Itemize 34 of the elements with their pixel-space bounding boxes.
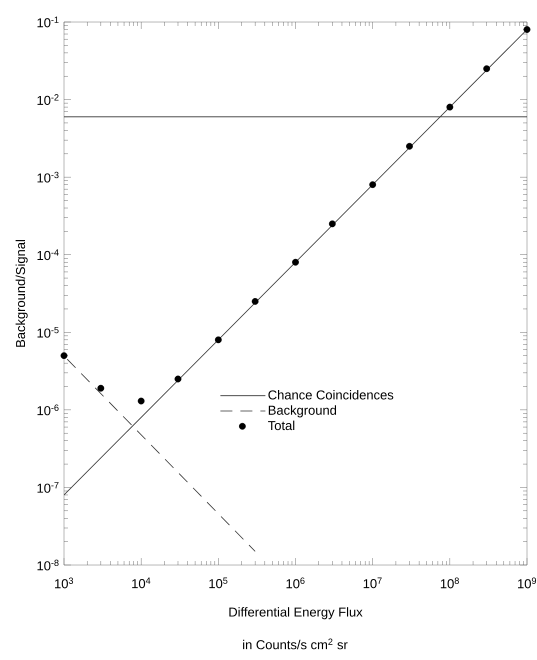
point — [483, 65, 490, 72]
y-tick-label: 10$^{-5}$ — [38, 326, 59, 338]
legend-label: Background — [268, 405, 336, 418]
point — [252, 298, 259, 305]
point — [174, 376, 182, 382]
point — [292, 258, 299, 266]
point — [97, 384, 104, 392]
x-tick-label: 10$^{7}$ — [364, 578, 382, 588]
point — [524, 26, 530, 33]
point — [406, 142, 413, 150]
x-tick-label: 10$^{5}$ — [209, 578, 228, 588]
point — [446, 104, 454, 110]
x-axis-title: Differential Energy Flux — [229, 607, 363, 620]
y-tick-label: 10$^{-3}$ — [38, 172, 59, 183]
legend-label: Chance Coincidences — [268, 390, 394, 400]
y-tick-label: 10$^{-7}$ — [38, 482, 59, 493]
point — [369, 181, 376, 188]
x-tick-label: 10$^{9}$ — [518, 578, 536, 588]
y-tick-label: 10$^{-4}$ — [38, 249, 59, 260]
x-tick-label: 10$^{4}$ — [132, 578, 150, 588]
text: in Counts/s cm$^{2}$ sr — [243, 638, 348, 650]
y-tick-label: 10$^{-2}$ — [38, 94, 59, 105]
y-tick-label: 10$^{-6}$ — [38, 404, 59, 416]
point — [328, 220, 336, 228]
y-axis-title: Background/Signal — [16, 240, 28, 347]
point — [138, 398, 145, 404]
y-tick-label: 10$^{-1}$ — [38, 16, 59, 28]
x-tick-label: 10$^{6}$ — [286, 578, 305, 588]
point — [214, 336, 222, 344]
legend-label: Total — [268, 420, 294, 430]
x-tick-label: 10$^{3}$ — [55, 578, 74, 588]
y-tick-label: 10$^{-8}$ — [38, 560, 59, 570]
x-tick-label: 10$^{8}$ — [440, 578, 459, 588]
point — [60, 352, 68, 360]
